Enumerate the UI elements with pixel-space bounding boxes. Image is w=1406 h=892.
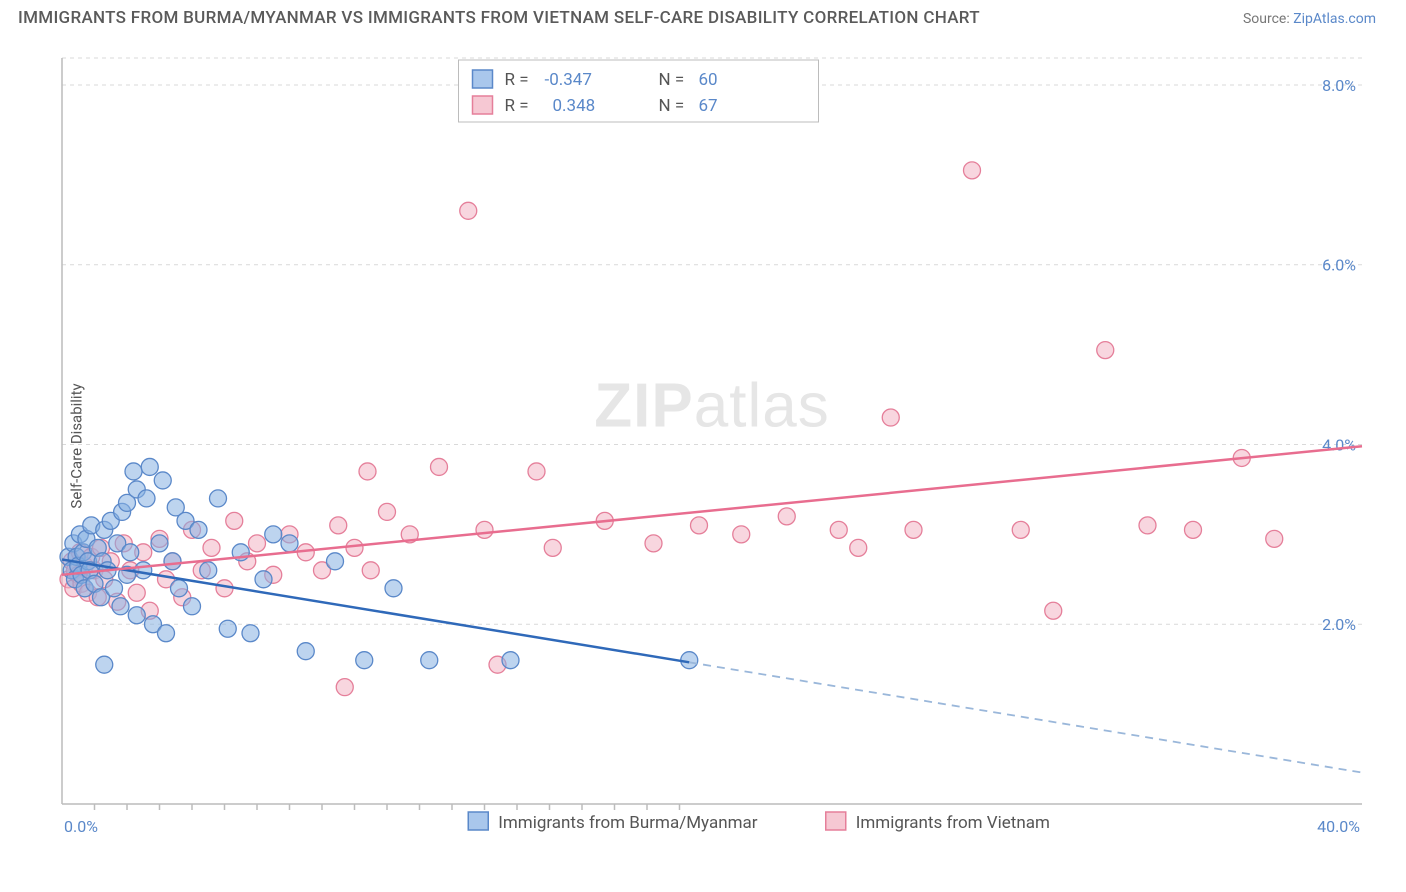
source-label: Source: ZipAtlas.com bbox=[1243, 11, 1376, 27]
svg-text:0.348: 0.348 bbox=[553, 96, 596, 116]
svg-text:0.0%: 0.0% bbox=[64, 817, 98, 836]
svg-text:Immigrants from Vietnam: Immigrants from Vietnam bbox=[856, 813, 1050, 833]
svg-text:Immigrants from Burma/Myanmar: Immigrants from Burma/Myanmar bbox=[498, 813, 758, 833]
scatter-plot: 2.0% 4.0% 6.0% 8.0% ZIPatlas R = -0.347 N = 60 R … bbox=[52, 44, 1382, 844]
svg-text:67: 67 bbox=[699, 96, 718, 116]
source-link[interactable]: ZipAtlas.com bbox=[1293, 11, 1376, 27]
svg-text:N =: N = bbox=[659, 70, 685, 90]
svg-text:ZIPatlas: ZIPatlas bbox=[594, 372, 829, 441]
svg-text:40.0%: 40.0% bbox=[1317, 817, 1360, 836]
svg-text:-0.347: -0.347 bbox=[545, 70, 592, 90]
svg-text:8.0%: 8.0% bbox=[1322, 76, 1356, 95]
chart-area: 2.0% 4.0% 6.0% 8.0% ZIPatlas R = -0.347 N = 60 R … bbox=[52, 44, 1382, 844]
svg-text:60: 60 bbox=[699, 70, 718, 90]
svg-text:R =: R = bbox=[505, 96, 529, 116]
svg-text:6.0%: 6.0% bbox=[1322, 256, 1356, 275]
svg-text:2.0%: 2.0% bbox=[1322, 615, 1356, 634]
svg-text:N =: N = bbox=[659, 96, 685, 116]
svg-text:4.0%: 4.0% bbox=[1322, 435, 1356, 454]
svg-text:R =: R = bbox=[505, 70, 529, 90]
chart-title: IMMIGRANTS FROM BURMA/MYANMAR VS IMMIGRA… bbox=[18, 8, 980, 28]
